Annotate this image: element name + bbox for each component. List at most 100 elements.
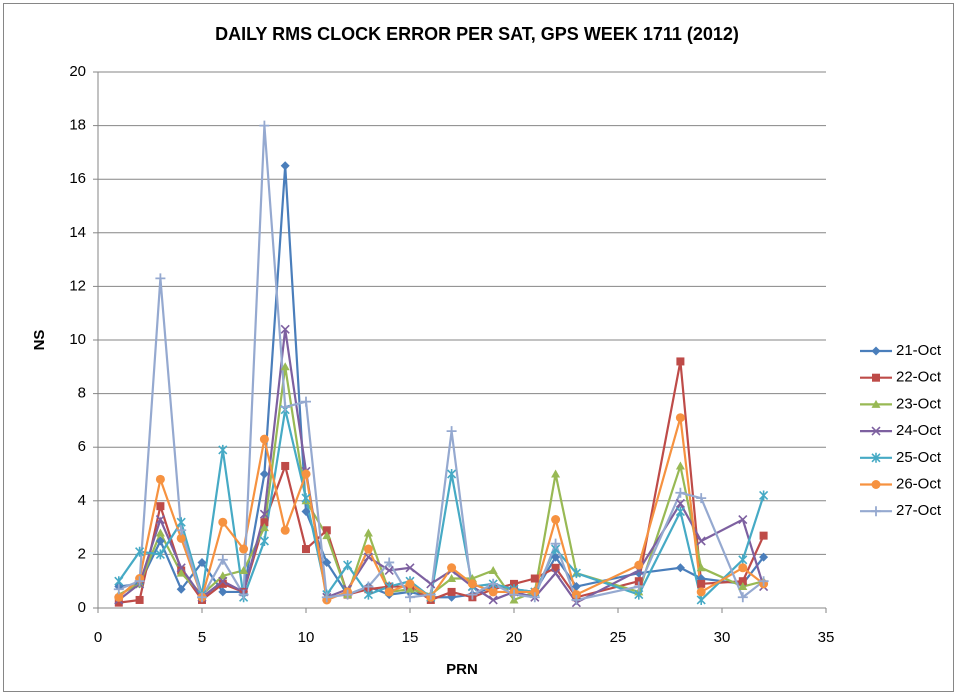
marker <box>155 536 165 546</box>
marker <box>155 273 166 284</box>
marker <box>759 531 768 540</box>
marker <box>509 589 519 600</box>
marker <box>301 507 311 517</box>
marker <box>759 552 769 562</box>
marker <box>322 531 332 540</box>
marker <box>239 544 249 554</box>
marker <box>696 563 706 572</box>
marker <box>114 598 123 607</box>
marker <box>322 557 332 567</box>
legend-label: 24-Oct <box>896 422 942 439</box>
marker <box>571 594 582 605</box>
marker <box>113 584 124 595</box>
marker <box>301 469 311 479</box>
marker <box>759 490 769 501</box>
series-line <box>118 361 765 604</box>
marker <box>675 461 685 470</box>
marker <box>758 576 769 587</box>
y-tick-label: 8 <box>78 385 86 402</box>
x-tick-label: 15 <box>402 629 419 646</box>
marker <box>675 487 686 498</box>
marker <box>530 587 540 597</box>
marker <box>197 592 207 603</box>
y-tick-label: 0 <box>78 599 86 616</box>
marker <box>280 402 291 412</box>
marker <box>259 469 269 479</box>
marker <box>696 536 706 546</box>
series-line <box>118 125 765 602</box>
marker <box>259 523 269 532</box>
marker <box>176 584 186 594</box>
marker <box>530 574 539 583</box>
marker <box>176 563 186 573</box>
marker <box>551 469 561 478</box>
marker <box>363 581 374 592</box>
marker <box>322 526 331 535</box>
y-tick-label: 16 <box>69 170 86 187</box>
marker <box>405 563 415 573</box>
marker <box>447 469 457 479</box>
marker <box>155 474 165 484</box>
marker <box>633 581 644 592</box>
marker <box>218 517 228 527</box>
marker <box>301 396 311 407</box>
marker <box>467 589 478 600</box>
marker <box>197 557 207 567</box>
marker <box>343 560 353 571</box>
marker <box>301 493 311 504</box>
marker <box>696 587 706 597</box>
marker <box>871 480 881 489</box>
y-tick-label: 12 <box>69 277 86 294</box>
marker <box>156 502 165 511</box>
marker <box>280 525 290 535</box>
marker <box>405 579 415 589</box>
marker <box>737 592 748 603</box>
x-tick-label: 25 <box>610 629 627 646</box>
legend-label: 22-Oct <box>896 369 942 386</box>
marker <box>467 579 477 589</box>
marker <box>738 514 748 525</box>
marker <box>218 571 228 580</box>
marker <box>321 592 332 603</box>
marker <box>363 528 373 537</box>
marker <box>425 589 436 600</box>
legend-label: 21-Oct <box>896 342 942 359</box>
chart-title: DAILY RMS CLOCK ERROR PER SAT, GPS WEEK … <box>215 24 739 44</box>
marker <box>302 545 310 554</box>
marker <box>259 120 270 131</box>
series-line <box>118 329 765 605</box>
marker <box>260 518 269 527</box>
marker <box>405 584 415 593</box>
x-tick-label: 0 <box>94 629 102 646</box>
marker <box>238 589 249 600</box>
x-tick-label: 35 <box>818 629 835 646</box>
marker <box>384 565 394 576</box>
marker <box>218 587 228 597</box>
marker <box>155 528 165 537</box>
legend-label: 23-Oct <box>896 395 942 412</box>
marker <box>738 563 748 573</box>
marker <box>280 161 290 171</box>
marker <box>447 563 457 573</box>
marker <box>447 587 456 596</box>
y-tick-label: 6 <box>78 438 86 455</box>
series-line <box>118 417 765 602</box>
x-tick-label: 5 <box>198 629 206 646</box>
marker <box>738 577 747 586</box>
marker <box>696 594 706 605</box>
series-line <box>117 409 765 603</box>
marker <box>675 413 685 423</box>
legend-label: 25-Oct <box>896 449 942 466</box>
chart-border <box>3 3 954 692</box>
marker <box>384 557 395 568</box>
marker <box>675 506 685 517</box>
marker <box>135 595 144 604</box>
marker <box>871 426 881 436</box>
marker <box>259 536 269 546</box>
marker <box>280 362 290 371</box>
marker <box>155 514 165 525</box>
marker <box>488 587 498 597</box>
x-tick-label: 10 <box>298 629 315 646</box>
marker <box>217 554 228 565</box>
